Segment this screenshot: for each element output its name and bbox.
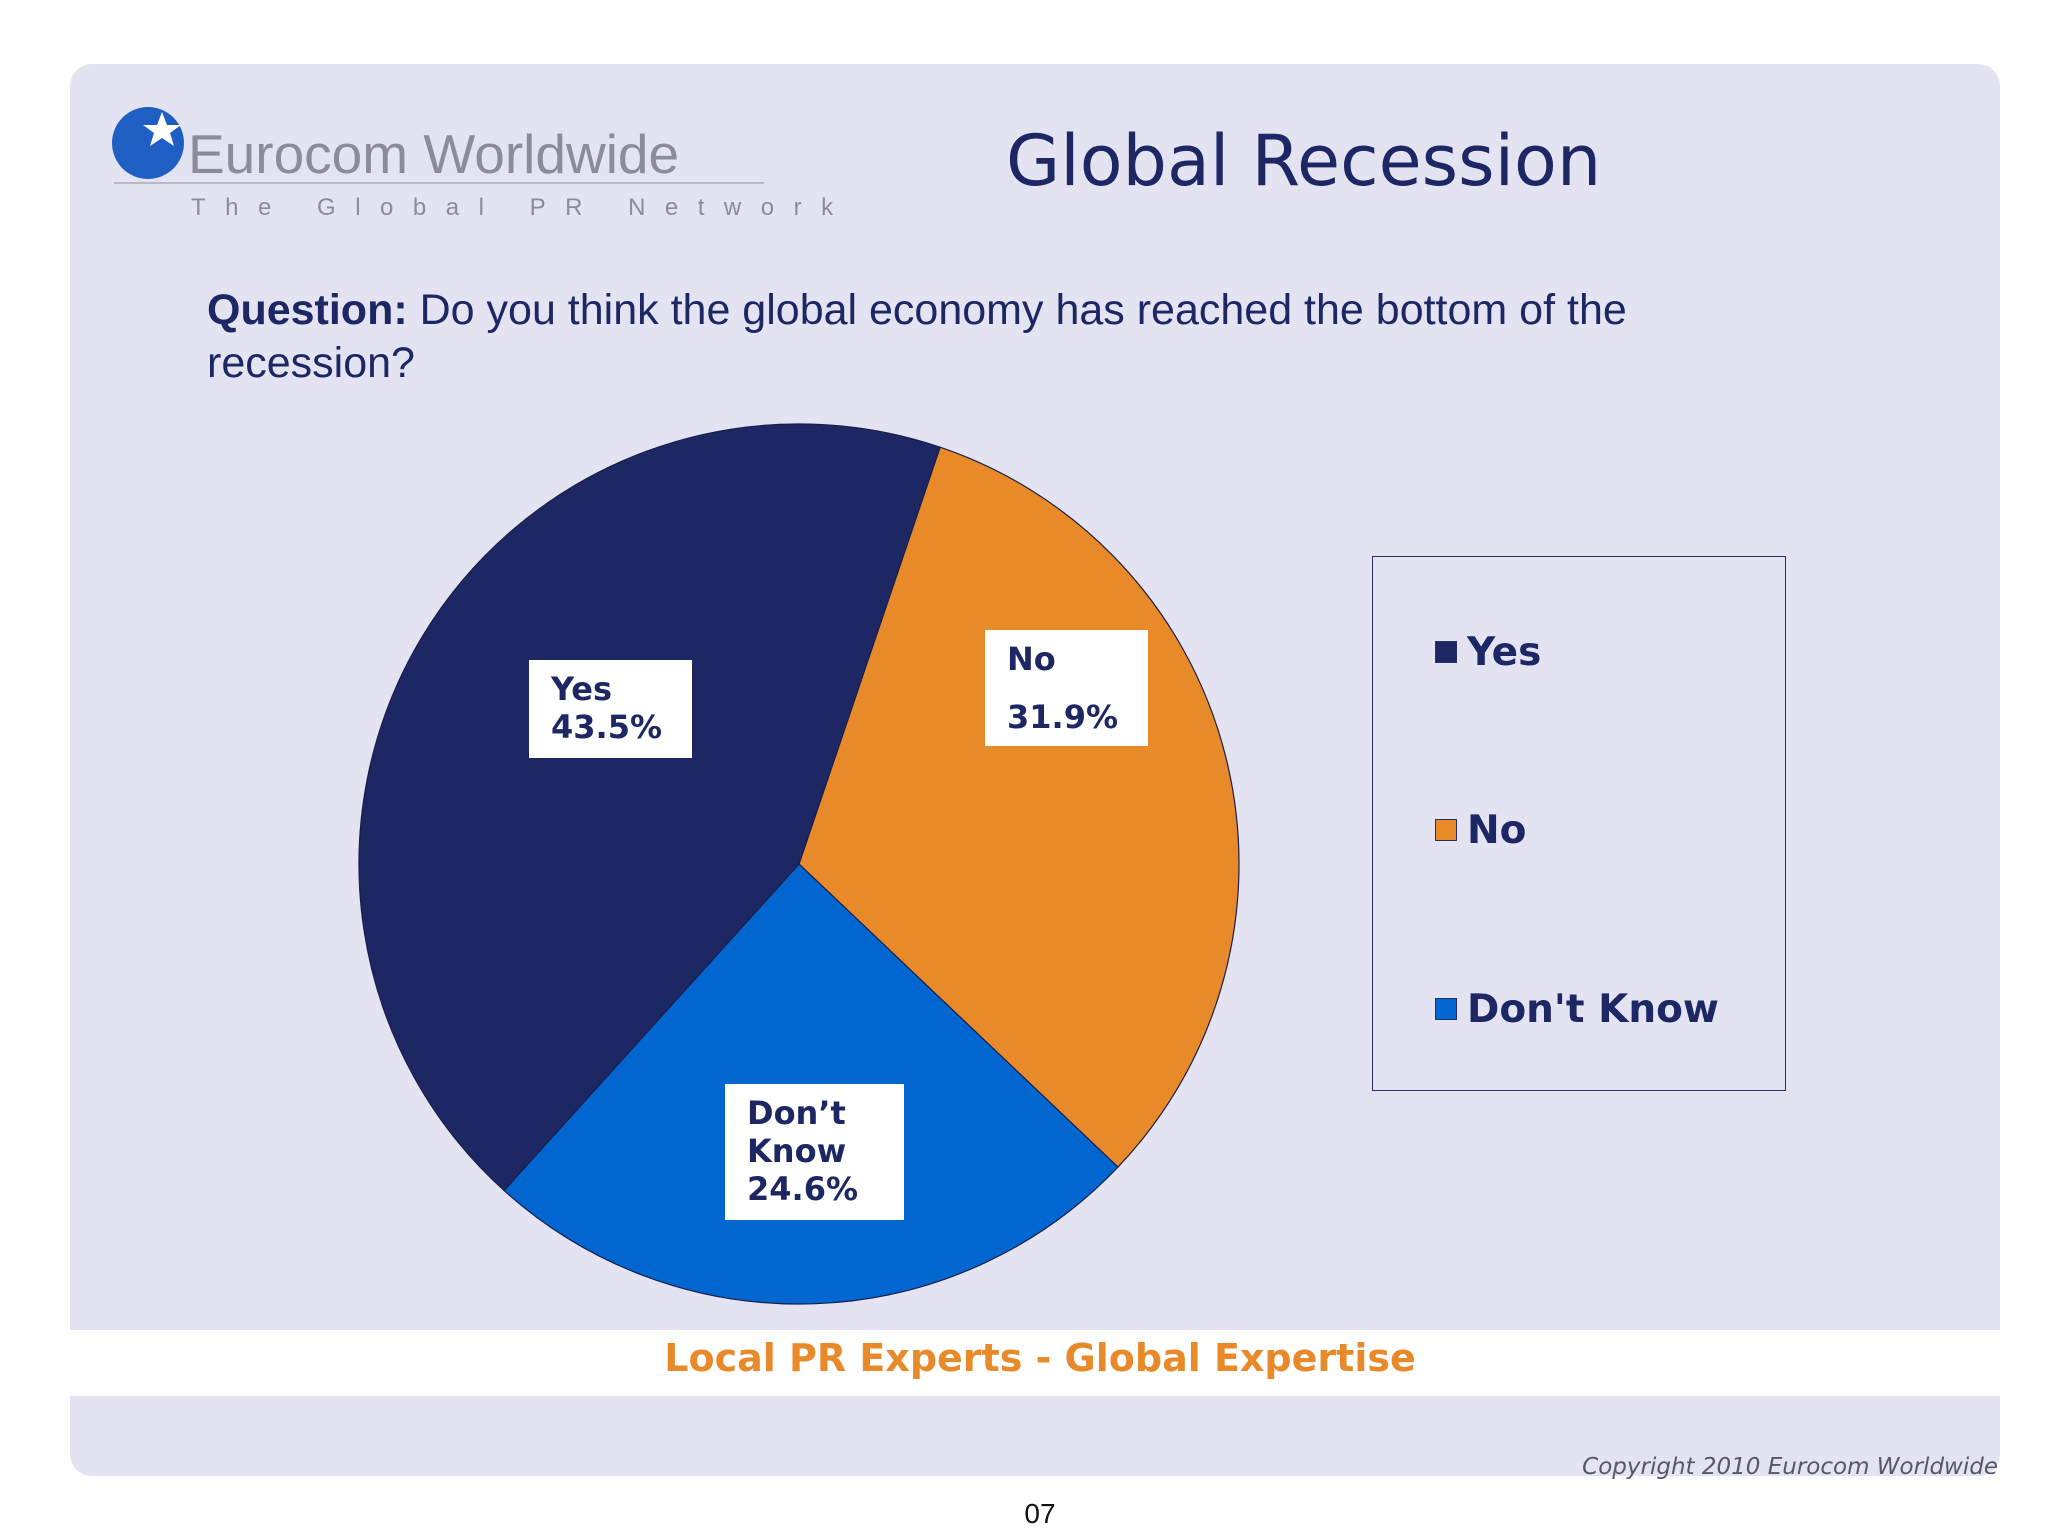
copyright: Copyright 2010 Eurocom Worldwide [1582, 1454, 1998, 1480]
survey-question: Question: Do you think the global econom… [207, 284, 1807, 390]
legend-item-dont-know: Don't Know [1435, 988, 1719, 1032]
tagline-band [70, 1330, 2000, 1396]
pie-slice-yes [358, 423, 941, 1192]
page-number: 07 [1024, 1498, 1056, 1529]
page-title: Global Recession [1006, 120, 1602, 202]
logo-rule [114, 182, 764, 184]
legend-label-yes: Yes [1467, 630, 1542, 675]
data-label-text-dont-know: 24.6% [747, 1170, 858, 1208]
legend-label-dont-know: Don't Know [1467, 987, 1719, 1032]
logo-tagline: The Global PR Network [191, 194, 853, 221]
pie-slice-no [798, 446, 1240, 1168]
legend-swatch-no [1435, 818, 1457, 841]
pie-slice-dont-know [503, 863, 1119, 1305]
data-label-text-no: No [1007, 640, 1056, 678]
data-label-text-yes: 43.5% [551, 708, 662, 746]
legend-item-yes: Yes [1435, 631, 1541, 675]
question-text: Do you think the global economy has reac… [207, 286, 1627, 387]
star-globe-icon [112, 107, 184, 179]
question-label: Question: [207, 286, 408, 334]
legend-swatch-yes [1435, 640, 1457, 663]
data-label-box-yes [529, 660, 692, 758]
data-label-text-no: 31.9% [1007, 698, 1118, 736]
data-label-text-dont-know: Don’t [747, 1094, 846, 1132]
data-label-no: No 31.9% [985, 630, 1148, 746]
legend-label-no: No [1467, 808, 1527, 853]
eurocom-logo: Eurocom Worldwide The Global PR Network [108, 102, 833, 232]
chart-legend: Yes No Don't Know [1372, 556, 1786, 1091]
legend-item-no: No [1435, 809, 1526, 853]
data-label-text-dont-know: Know [747, 1132, 846, 1170]
data-label-text-yes: Yes [550, 670, 612, 708]
data-label-box-no [985, 630, 1148, 746]
data-label-box-dont-know [725, 1084, 904, 1220]
tagline: Local PR Experts - Global Expertise [664, 1336, 1416, 1380]
legend-swatch-dont-know [1435, 997, 1457, 1020]
logo-name: Eurocom Worldwide [188, 123, 680, 185]
